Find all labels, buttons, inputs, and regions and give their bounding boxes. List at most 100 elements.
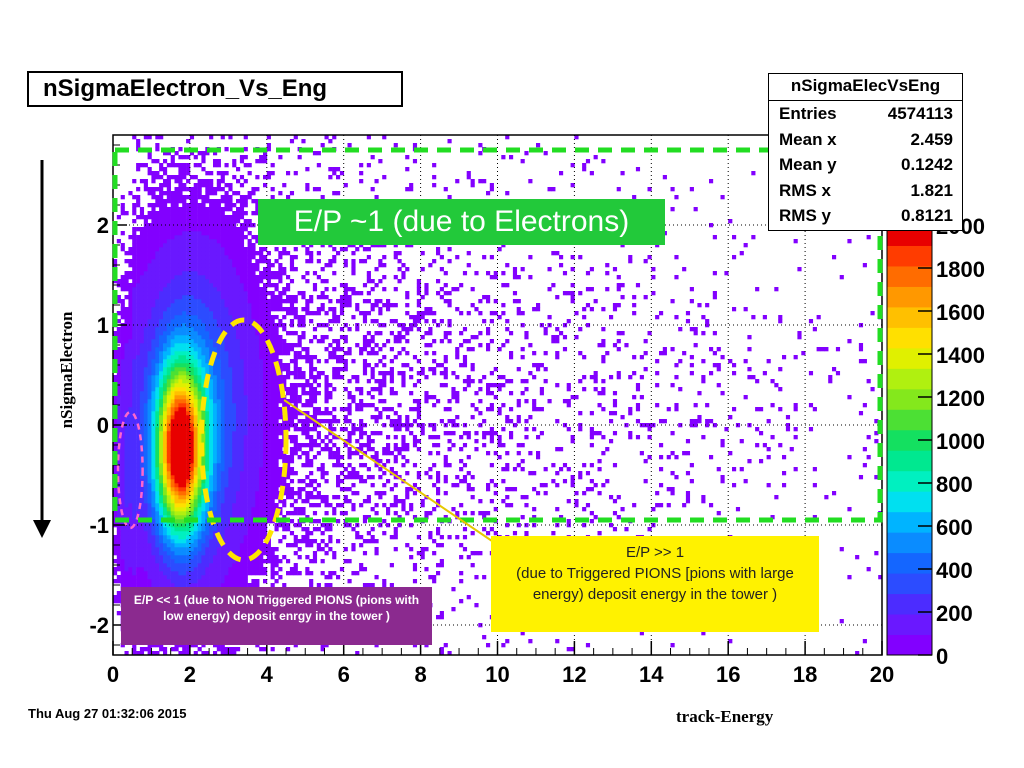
heatmap-cell <box>136 563 141 568</box>
heatmap-cell <box>163 467 168 472</box>
heatmap-cell <box>216 435 221 440</box>
heatmap-cell <box>278 539 283 544</box>
heatmap-cell <box>189 279 195 284</box>
heatmap-cell <box>147 467 152 472</box>
heatmap-cell <box>143 503 148 508</box>
heatmap-cell <box>174 335 179 340</box>
heatmap-cell <box>139 363 145 368</box>
heatmap-cell <box>209 499 214 504</box>
heatmap-cell <box>178 391 183 396</box>
heatmap-cell <box>255 267 260 272</box>
heatmap-cell <box>143 179 148 184</box>
heatmap-cell <box>239 531 245 536</box>
heatmap-cell <box>189 475 195 480</box>
heatmap-cell <box>120 527 125 532</box>
heatmap-cell <box>224 531 229 536</box>
heatmap-cell <box>163 495 168 500</box>
heatmap-cell <box>155 195 160 200</box>
heatmap-cell <box>159 403 164 408</box>
heatmap-cell <box>251 267 256 272</box>
heatmap-cell <box>132 247 137 252</box>
heatmap-cell <box>139 439 145 444</box>
heatmap-cell <box>205 547 210 552</box>
heatmap-cell <box>155 147 160 152</box>
heatmap-cell <box>128 371 133 376</box>
heatmap-cell <box>247 531 252 536</box>
heatmap-cell <box>178 431 183 436</box>
heatmap-cell <box>224 199 229 204</box>
heatmap-cell <box>263 483 268 488</box>
heatmap-cell <box>236 179 241 184</box>
heatmap-cell <box>301 315 306 320</box>
heatmap-cell <box>166 431 171 436</box>
heatmap-cell <box>182 335 187 340</box>
heatmap-cell <box>136 575 141 580</box>
heatmap-cell <box>266 491 271 496</box>
heatmap-cell <box>286 483 291 488</box>
heatmap-cell <box>263 547 268 552</box>
heatmap-cell <box>132 399 137 404</box>
heatmap-cell <box>155 279 160 284</box>
heatmap-cell <box>186 531 191 536</box>
heatmap-cell <box>216 559 221 564</box>
heatmap-cell <box>147 507 152 512</box>
heatmap-cell <box>220 511 225 516</box>
heatmap-cell <box>209 407 214 412</box>
heatmap-cell <box>236 239 241 244</box>
heatmap-cell <box>155 359 160 364</box>
heatmap-cell <box>274 579 279 584</box>
heatmap-cell <box>243 387 248 392</box>
heatmap-cell <box>189 463 195 468</box>
heatmap-cell <box>147 247 152 252</box>
heatmap-cell <box>220 219 225 224</box>
heatmap-cell <box>120 203 125 208</box>
heatmap-cell <box>170 535 175 540</box>
heatmap-cell <box>255 451 260 456</box>
heatmap-cell <box>139 443 145 448</box>
heatmap-cell <box>305 359 310 364</box>
heatmap-cell <box>124 367 129 372</box>
heatmap-cell <box>128 551 133 556</box>
heatmap-cell <box>132 531 137 536</box>
heatmap-cell <box>132 403 137 408</box>
heatmap-cell <box>270 439 275 444</box>
heatmap-cell <box>278 375 283 380</box>
heatmap-cell <box>236 439 241 444</box>
heatmap-cell <box>174 235 179 240</box>
heatmap-cell <box>120 351 125 356</box>
heatmap-cell <box>266 387 271 392</box>
heatmap-cell <box>189 419 195 424</box>
heatmap-cell <box>259 383 264 388</box>
heatmap-cell <box>166 211 171 216</box>
heatmap-cell <box>243 531 248 536</box>
heatmap-cell <box>120 371 125 376</box>
heatmap-cell <box>274 503 279 508</box>
heatmap-cell <box>205 439 210 444</box>
heatmap-cell <box>232 271 237 276</box>
heatmap-cell <box>120 539 125 544</box>
heatmap-cell <box>163 443 168 448</box>
heatmap-cell <box>170 199 175 204</box>
heatmap-cell <box>128 251 133 256</box>
heatmap-cell <box>155 315 160 320</box>
heatmap-cell <box>247 483 252 488</box>
heatmap-cell <box>205 571 210 576</box>
heatmap-cell <box>197 487 202 492</box>
heatmap-cell <box>182 263 187 268</box>
heatmap-cell <box>263 299 268 304</box>
heatmap-cell <box>136 311 141 316</box>
heatmap-cell <box>301 275 306 280</box>
heatmap-cell <box>232 459 237 464</box>
heatmap-cell <box>239 499 245 504</box>
heatmap-cell <box>166 359 171 364</box>
heatmap-cell <box>213 151 218 156</box>
heatmap-cell <box>201 579 206 584</box>
heatmap-cell <box>174 511 179 516</box>
heatmap-cell <box>189 207 195 212</box>
heatmap-cell <box>143 435 148 440</box>
heatmap-cell <box>228 523 233 528</box>
heatmap-cell <box>139 235 145 240</box>
heatmap-cell <box>189 267 195 272</box>
heatmap-cell <box>174 415 179 420</box>
heatmap-cell <box>174 303 179 308</box>
